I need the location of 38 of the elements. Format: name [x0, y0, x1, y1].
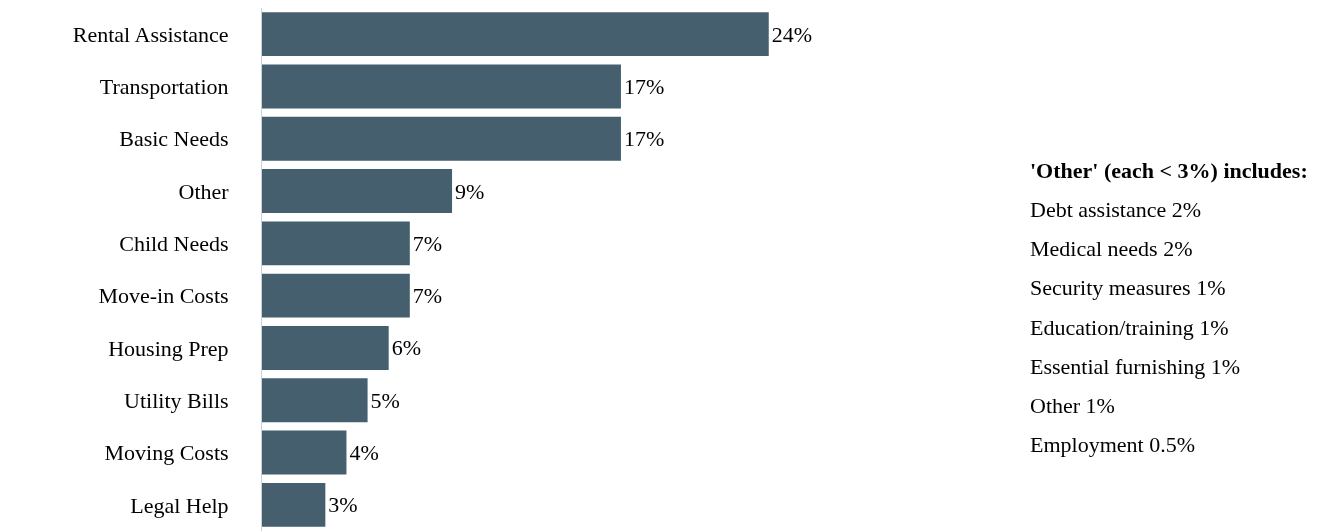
data-label: 4% [349, 440, 379, 466]
bar [262, 430, 347, 475]
bar [262, 273, 410, 318]
text: Security measures 1% [1030, 275, 1226, 300]
y-tick-label: Basic Needs [119, 126, 229, 152]
bar [262, 64, 621, 109]
text: Medical needs 2% [1030, 236, 1193, 261]
y-tick-label: Utility Bills [124, 387, 229, 413]
text: Essential furnishing 1% [1030, 354, 1241, 379]
text: 'Other' (each < 3%) includes: [1030, 158, 1308, 183]
text: Employment 0.5% [1030, 432, 1195, 457]
y-tick-label: Child Needs [119, 231, 229, 257]
bar [262, 12, 769, 57]
y-tick-label: Move-in Costs [98, 283, 229, 309]
bar [262, 378, 368, 423]
y-tick-label: Moving Costs [104, 440, 229, 466]
data-label: 6% [391, 335, 422, 361]
data-label: 9% [455, 178, 485, 204]
data-label: 17% [623, 73, 665, 99]
y-tick-label: Rental Assistance [72, 21, 229, 47]
data-label: 5% [370, 387, 400, 413]
data-label: 7% [412, 230, 443, 256]
y-tick-label: Other [178, 178, 230, 204]
data-label: 24% [771, 21, 813, 47]
data-label: 17% [623, 126, 665, 152]
bar [262, 221, 410, 266]
text: Education/training 1% [1030, 315, 1229, 340]
data-label: 3% [328, 492, 358, 518]
text: Other 1% [1030, 393, 1115, 418]
bar [262, 482, 326, 527]
bar [262, 116, 621, 161]
bar [262, 325, 389, 370]
y-tick-label: Housing Prep [108, 335, 229, 361]
y-tick-label: Transportation [99, 74, 229, 100]
text: Debt assistance 2% [1030, 197, 1202, 222]
bar [262, 169, 453, 214]
y-tick-label: Legal Help [130, 492, 229, 518]
data-label: 7% [412, 283, 443, 309]
